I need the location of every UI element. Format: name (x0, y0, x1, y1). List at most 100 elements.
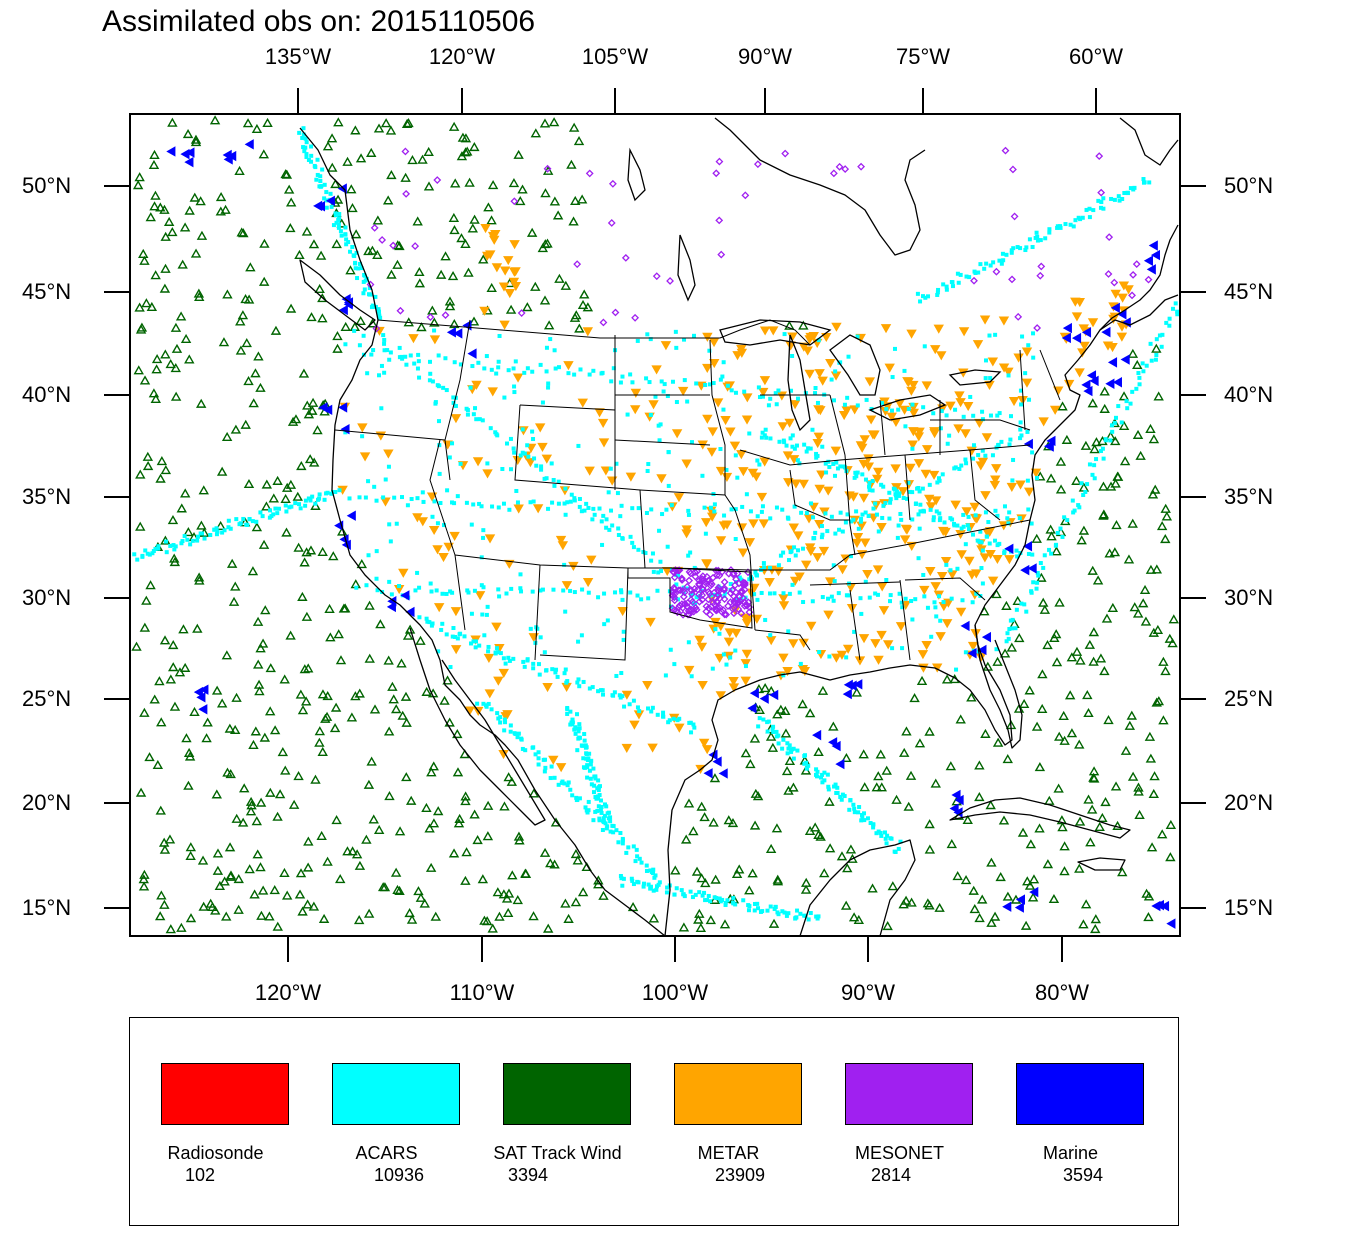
acars-marker (337, 216, 342, 221)
acars-marker (710, 666, 715, 671)
acars-marker (435, 521, 440, 526)
acars-marker (600, 542, 605, 547)
sat-track-wind-marker (324, 603, 335, 614)
acars-marker (151, 549, 156, 554)
mesonet-marker (1008, 275, 1016, 284)
marine-marker (338, 304, 348, 316)
acars-marker (905, 496, 910, 501)
acars-marker (592, 783, 597, 788)
acars-marker (428, 359, 433, 364)
acars-marker (1087, 215, 1092, 220)
acars-marker (605, 618, 610, 623)
acars-marker (788, 436, 793, 441)
acars-marker (605, 811, 610, 816)
marine-marker (1023, 438, 1033, 450)
acars-marker (482, 633, 487, 638)
sat-track-wind-marker (749, 733, 761, 743)
sat-track-wind-marker (330, 702, 342, 712)
acars-marker (599, 810, 604, 815)
acars-marker (649, 709, 654, 714)
sat-track-wind-marker (797, 699, 808, 709)
sat-track-wind-marker (1120, 745, 1132, 755)
acars-marker (1128, 186, 1133, 191)
acars-marker (718, 377, 723, 382)
acars-marker (843, 465, 848, 470)
sat-track-wind-marker (1167, 638, 1178, 648)
acars-marker (301, 126, 306, 131)
acars-marker (301, 145, 306, 150)
mesonet-marker (713, 571, 721, 580)
acars-marker (275, 511, 280, 516)
acars-marker (922, 594, 927, 599)
sat-track-wind-marker (167, 514, 179, 525)
sat-track-wind-marker (447, 270, 459, 281)
acars-marker (773, 391, 778, 396)
metar-marker (443, 542, 454, 552)
sat-track-wind-marker (295, 689, 307, 699)
sat-track-wind-marker (517, 184, 528, 194)
acars-marker (731, 896, 736, 901)
sat-track-wind-marker (1083, 707, 1094, 718)
sat-track-wind-marker (432, 806, 444, 816)
acars-marker (535, 626, 540, 631)
acars-marker (786, 629, 791, 634)
sat-track-wind-marker (460, 133, 472, 143)
sat-track-wind-marker (139, 375, 151, 385)
acars-marker (168, 543, 173, 548)
acars-marker (1006, 373, 1011, 378)
acars-marker (525, 443, 530, 448)
metar-marker (715, 466, 727, 477)
acars-marker (1134, 386, 1139, 391)
sat-track-wind-marker (1086, 804, 1098, 814)
sat-track-wind-marker (317, 293, 328, 303)
mesonet-marker (670, 573, 679, 582)
acars-marker (1011, 246, 1016, 251)
acars-marker (826, 459, 831, 464)
metar-marker (594, 408, 605, 418)
acars-marker (885, 833, 890, 838)
acars-marker (741, 898, 746, 903)
acars-marker (878, 830, 883, 835)
acars-marker (347, 496, 352, 501)
sat-track-wind-marker (1075, 655, 1086, 665)
acars-marker (852, 475, 857, 480)
metar-marker (484, 689, 495, 699)
acars-marker (1008, 437, 1013, 442)
metar-marker (878, 606, 890, 616)
sat-track-wind-marker (211, 789, 222, 799)
metar-marker (966, 446, 977, 456)
acars-marker (646, 882, 651, 887)
acars-marker (693, 892, 698, 897)
acars-marker (313, 165, 318, 170)
acars-marker (966, 527, 971, 532)
acars-marker (747, 904, 752, 909)
sat-track-wind-marker (1111, 520, 1122, 530)
sat-track-wind-marker (401, 772, 412, 782)
metar-marker (380, 497, 391, 507)
sat-track-wind-marker (240, 419, 251, 429)
sat-track-wind-marker (1045, 473, 1057, 483)
acars-marker (645, 332, 650, 337)
acars-marker (950, 284, 955, 289)
sat-track-wind-marker (460, 875, 471, 885)
acars-marker (650, 705, 655, 710)
sat-track-wind-marker (201, 733, 212, 743)
metar-marker (555, 535, 567, 545)
acars-marker (910, 517, 915, 522)
legend-swatch (1016, 1063, 1144, 1125)
acars-marker (444, 591, 449, 596)
sat-track-wind-marker (139, 869, 150, 879)
acars-marker (618, 831, 623, 836)
acars-marker (394, 521, 399, 526)
acars-marker (1018, 427, 1023, 432)
acars-marker (610, 693, 615, 698)
metar-marker (1023, 487, 1035, 497)
acars-marker (909, 599, 914, 604)
marine-marker (1146, 264, 1156, 275)
acars-marker (958, 272, 963, 277)
acars-marker (739, 577, 744, 582)
acars-marker (630, 506, 635, 511)
acars-marker (644, 510, 649, 515)
legend-item-radiosonde: Radiosonde 102 (130, 1018, 301, 1227)
acars-marker (896, 846, 901, 851)
